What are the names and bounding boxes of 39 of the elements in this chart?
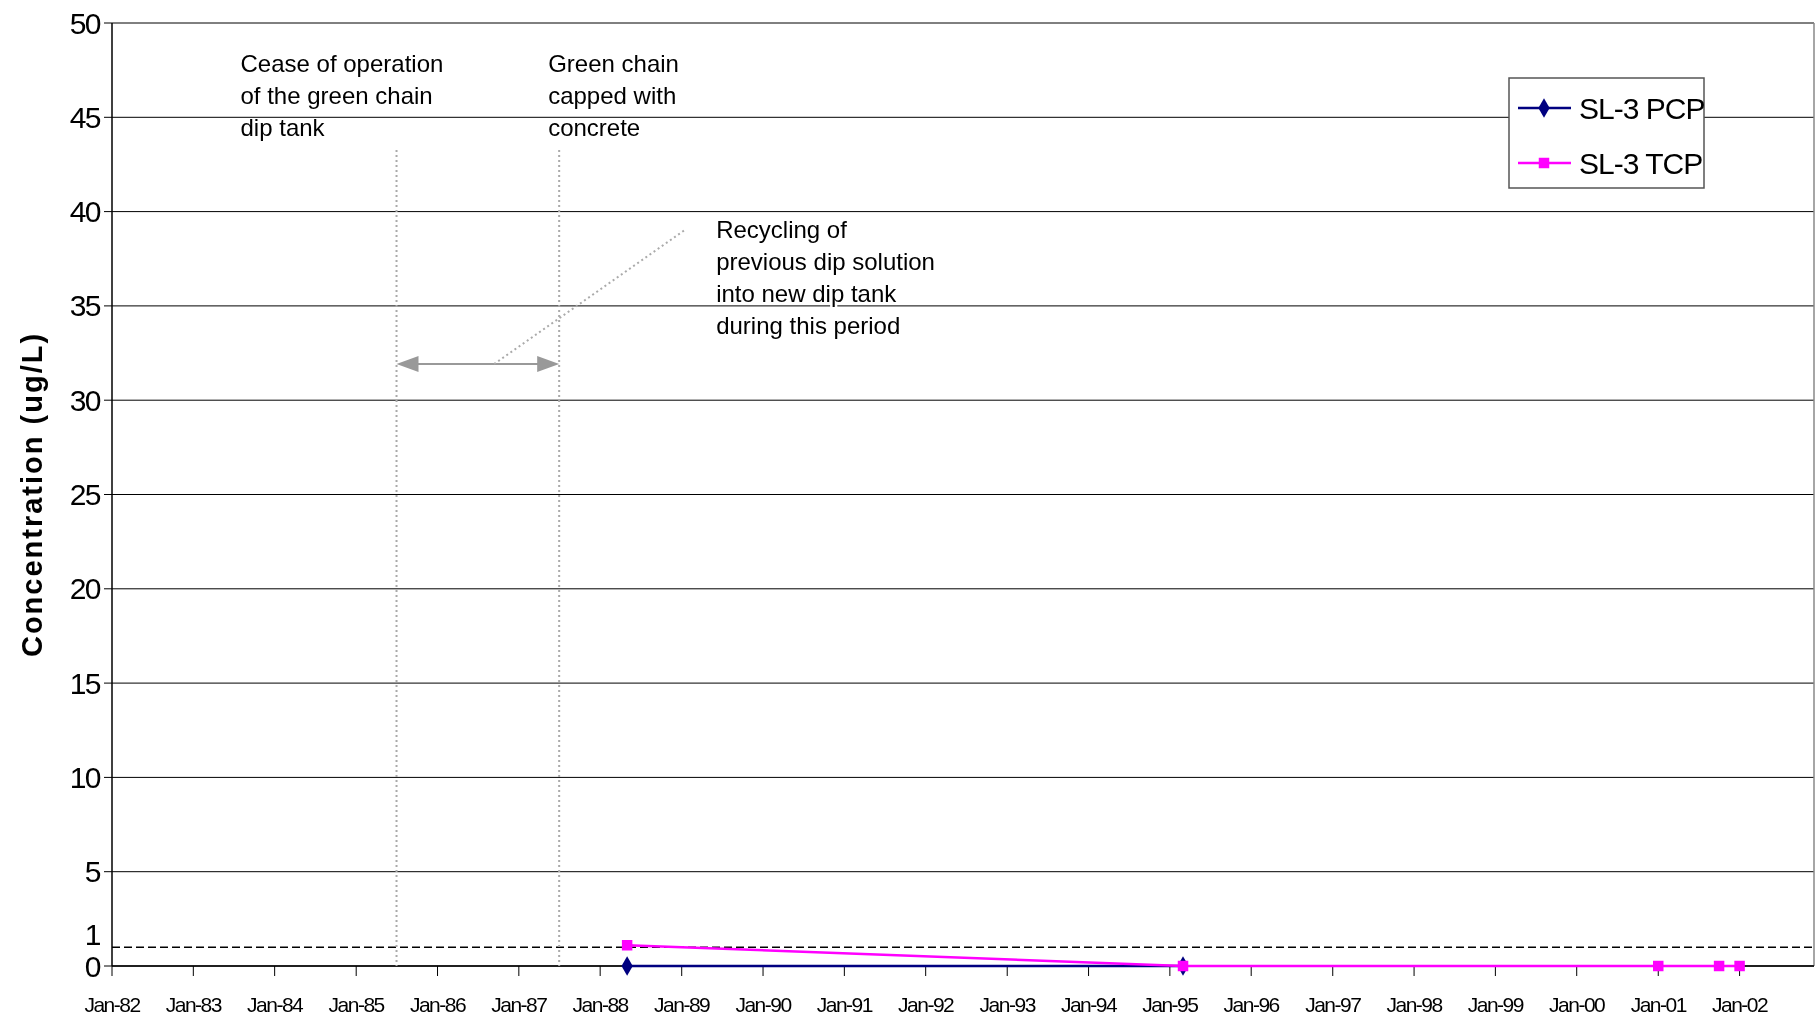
x-tick-label: Jan-88	[572, 993, 629, 1016]
y-tick-label: 30	[69, 383, 101, 417]
x-tick-label: Jan-01	[1630, 993, 1687, 1016]
y-tick-label: 15	[69, 666, 101, 700]
y-tick-label: 0	[84, 949, 101, 983]
y-tick-label: 35	[69, 289, 101, 323]
y-tick-label: 40	[69, 195, 101, 229]
x-tick-label: Jan-97	[1305, 993, 1362, 1016]
y-tick-label: 25	[69, 478, 101, 511]
x-tick-label: Jan-95	[1142, 993, 1199, 1016]
x-tick-label: Jan-99	[1467, 993, 1524, 1016]
ref-line-label: 1	[84, 918, 101, 952]
ref-line-label: Cease of operation of the green chain dip tank	[240, 50, 444, 141]
y-tick-label: 50	[69, 6, 101, 40]
y-tick-label: 10	[69, 760, 101, 794]
x-tick-label: Jan-89	[654, 993, 711, 1016]
x-tick-label: Jan-83	[165, 993, 222, 1016]
x-tick-label: Jan-85	[328, 993, 385, 1016]
annotation: Recycling of previous dip solution into new dip tank during this period	[716, 216, 935, 339]
legend-label: SL-3 PCP	[1579, 91, 1705, 125]
x-tick-label: Jan-92	[898, 993, 955, 1016]
y-tick-label: 5	[84, 855, 101, 889]
x-tick-label: Jan-02	[1711, 993, 1768, 1016]
x-tick-label: Jan-82	[84, 993, 141, 1016]
x-tick-label: Jan-86	[409, 993, 466, 1016]
x-tick-label: Jan-87	[491, 993, 548, 1016]
x-tick-label: Jan-98	[1386, 993, 1443, 1016]
x-tick-label: Jan-84	[247, 993, 305, 1016]
x-tick-label: Jan-00	[1549, 993, 1606, 1016]
x-tick-label: Jan-96	[1223, 993, 1280, 1016]
y-tick-label: 45	[69, 100, 101, 134]
ref-line-label: Green chain capped with concrete	[548, 50, 679, 141]
x-tick-label: Jan-90	[735, 993, 792, 1016]
x-tick-label: Jan-91	[816, 993, 873, 1016]
x-tick-label: Jan-94	[1060, 993, 1118, 1016]
y-tick-label: 20	[69, 572, 101, 606]
legend-label: SL-3 TCP	[1579, 146, 1703, 180]
y-axis-title: Concentration (ug/L)	[16, 331, 48, 658]
x-tick-label: Jan-93	[979, 993, 1036, 1016]
